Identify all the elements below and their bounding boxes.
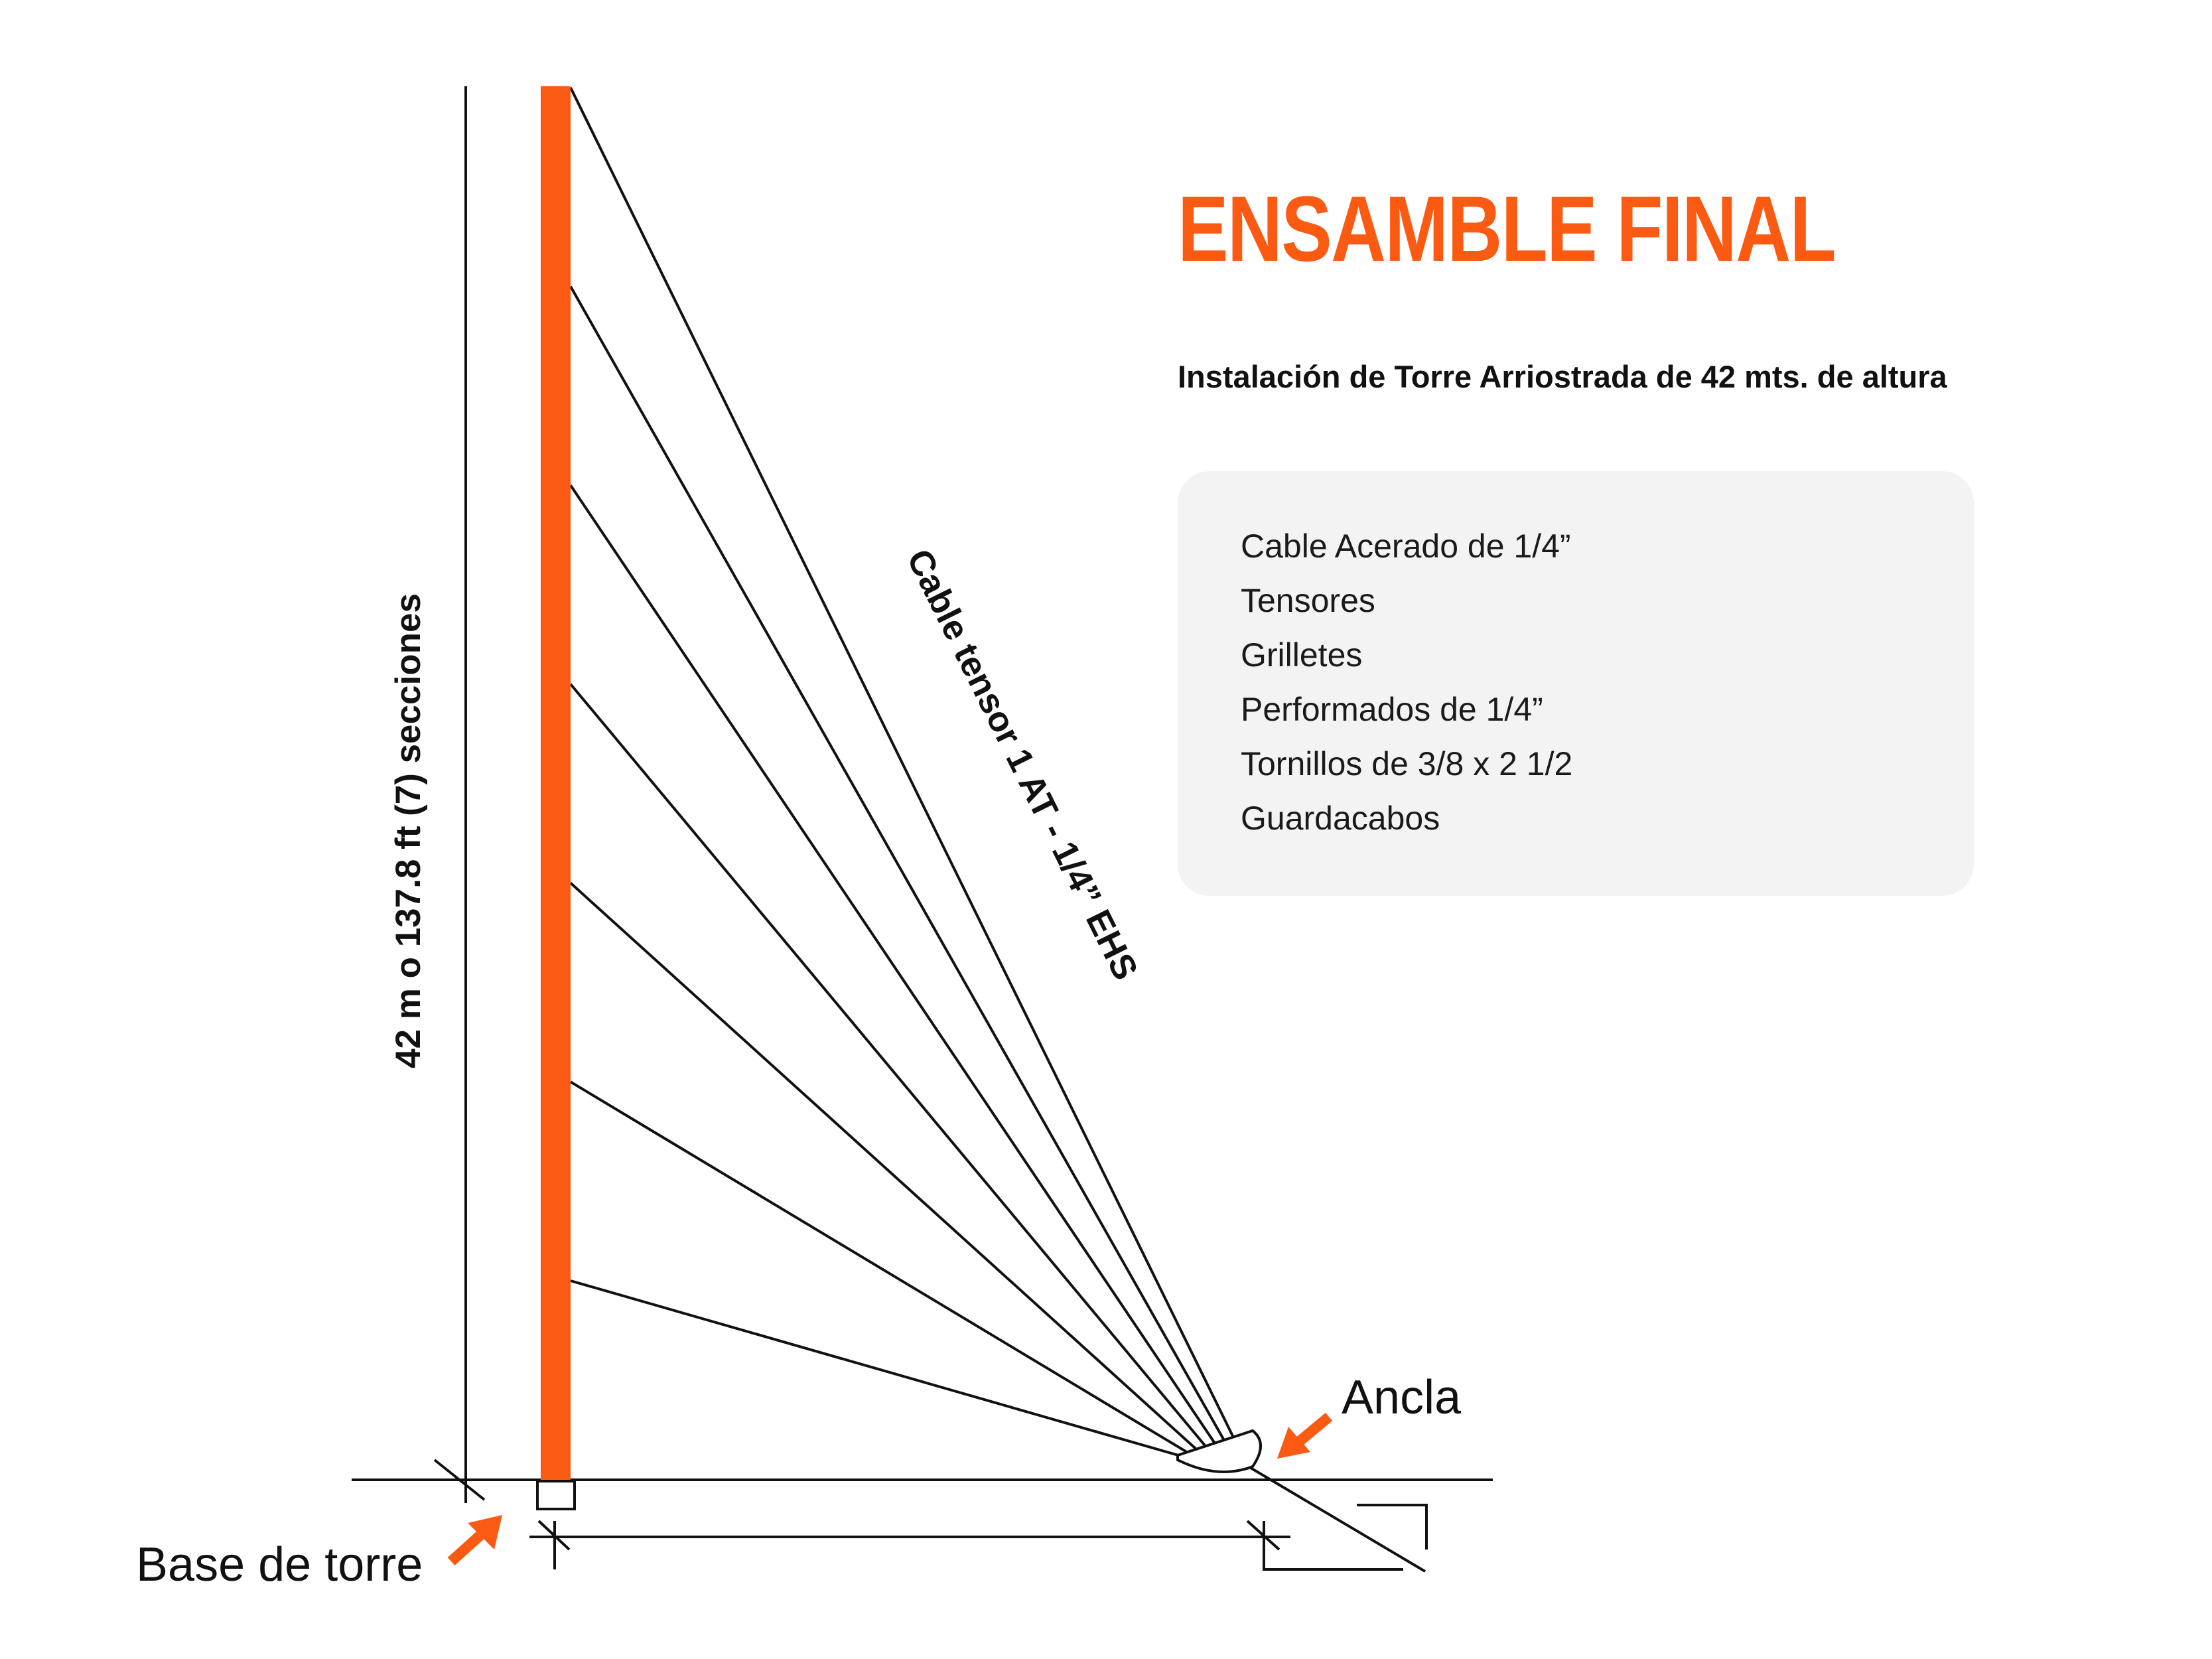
page-title: ENSAMBLE FINAL [1178, 177, 1836, 281]
distance-dimension-slash-left [537, 1520, 571, 1551]
anchor-icon [1176, 1429, 1262, 1473]
material-item: Tornillos de 3/8 x 2 1/2 [1241, 745, 1573, 782]
materials-panel: Cable Acerado de 1/4” Tensores Grilletes… [1178, 471, 1974, 896]
anchor-label: Ancla [1342, 1371, 1462, 1424]
base-label: Base de torre [136, 1538, 423, 1591]
anchor-block [1357, 1504, 1428, 1550]
guy-cable [569, 1080, 1189, 1454]
anchor-foundation [1263, 1534, 1403, 1571]
material-item: Guardacabos [1241, 800, 1440, 837]
tower-mast [541, 86, 571, 1480]
distance-dimension-slash-right [1246, 1520, 1280, 1551]
guy-cable [569, 484, 1217, 1445]
material-item: Performados de 1/4” [1241, 691, 1543, 728]
guy-cable [570, 1279, 1179, 1457]
tower-base [536, 1480, 576, 1510]
anchor-arrow-icon [1277, 1412, 1333, 1459]
guy-cable [569, 683, 1208, 1448]
guy-cables [569, 87, 1235, 1457]
guy-cable [569, 87, 1235, 1439]
anchor-rod [1249, 1467, 1426, 1573]
page-subtitle: Instalación de Torre Arriostrada de 42 m… [1178, 359, 1947, 394]
material-item: Tensores [1241, 582, 1375, 619]
material-item: Grilletes [1241, 636, 1363, 674]
guy-cable [569, 882, 1198, 1451]
material-item: Cable Acerado de 1/4” [1241, 528, 1571, 565]
guy-cable [569, 285, 1226, 1443]
cable-label: Cable tensor 1 AT - 1/4” EHS [899, 543, 1145, 986]
materials-list: Cable Acerado de 1/4” Tensores Grilletes… [1241, 519, 1974, 845]
base-arrow-icon [447, 1515, 502, 1565]
height-label: 42 m o 137.8 ft (7) secciones [389, 593, 428, 1068]
